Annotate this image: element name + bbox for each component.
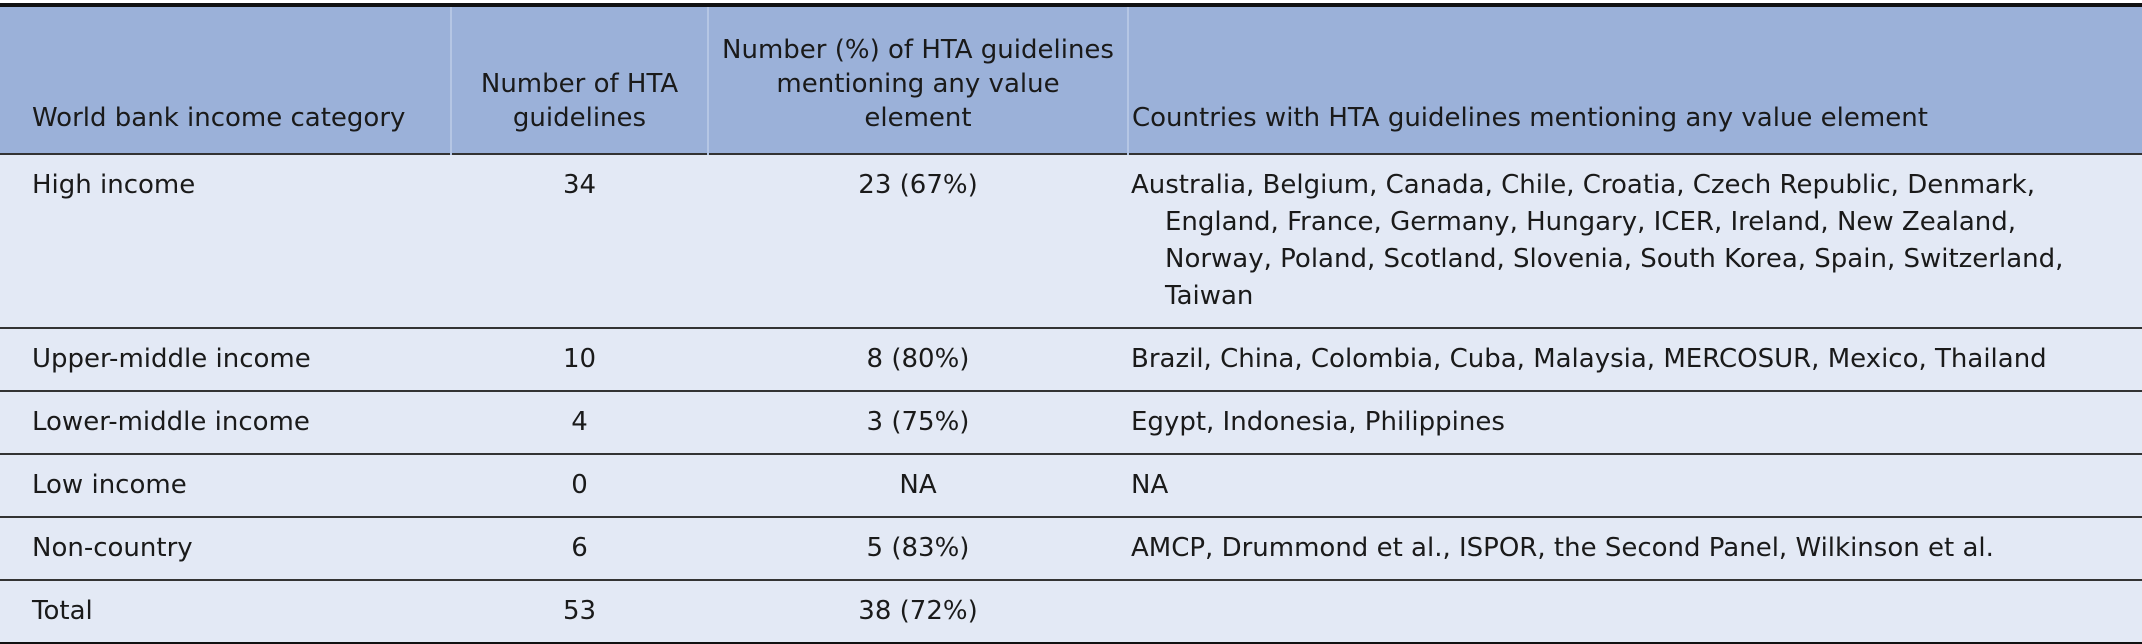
header-cell: World bank income category xyxy=(0,5,451,154)
table-cell: 8 (80%) xyxy=(708,327,1128,391)
table-cell: 5 (83%) xyxy=(708,516,1128,580)
table-cell: 6 xyxy=(451,516,708,580)
table-row: Low income 0 NA NA xyxy=(0,453,2142,517)
table-row: Total 53 38 (72%) xyxy=(0,579,2142,643)
table-cell: 3 (75%) xyxy=(708,390,1128,454)
header-row: World bank income category Number of HTA… xyxy=(0,5,2142,154)
table-cell: 23 (67%) xyxy=(708,153,1128,328)
table-cell: 0 xyxy=(451,453,708,517)
table: World bank income category Number of HTA… xyxy=(0,3,2142,644)
table-cell xyxy=(1128,579,2142,643)
table-cell: NA xyxy=(1128,453,2142,517)
table-row: Non-country 6 5 (83%) AMCP, Drummond et al.… xyxy=(0,516,2142,580)
table-cell: Low income xyxy=(0,453,451,517)
table-cell: AMCP, Drummond et al., ISPOR, the Second… xyxy=(1128,516,2142,580)
table-cell: 4 xyxy=(451,390,708,454)
table-cell: Total xyxy=(0,579,451,643)
header-cell: Countries with HTA guidelines mentioning… xyxy=(1127,5,2142,154)
table-row: Lower-middle income 4 3 (75%) Egypt, Indone… xyxy=(0,390,2142,454)
page: World bank income category Number of HTA… xyxy=(0,3,2142,644)
header-cell: Number of HTA guidelines xyxy=(450,5,708,154)
table-cell: Non-country xyxy=(0,516,451,580)
table-row: Upper-middle income 10 8 (80%) Brazil, Chin… xyxy=(0,327,2142,391)
header-cell: Number (%) of HTA guidelines mentioning … xyxy=(707,5,1128,154)
table-row: High income 34 23 (67%) Australia, Belgium,… xyxy=(0,153,2142,328)
table-body: High income 34 23 (67%) Australia, Belgium,… xyxy=(0,153,2142,643)
table-cell: 53 xyxy=(451,579,708,643)
table-cell: 38 (72%) xyxy=(708,579,1128,643)
table-cell: Australia, Belgium, Canada, Chile, Croat… xyxy=(1128,153,2142,328)
table-cell: Lower-middle income xyxy=(0,390,451,454)
table-cell: High income xyxy=(0,153,451,328)
table-cell: 10 xyxy=(451,327,708,391)
table-cell: NA xyxy=(708,453,1128,517)
table-cell: Egypt, Indonesia, Philippines xyxy=(1128,390,2142,454)
table-cell: 34 xyxy=(451,153,708,328)
table-cell: Brazil, China, Colombia, Cuba, Malaysia,… xyxy=(1128,327,2142,391)
table-header: World bank income category Number of HTA… xyxy=(0,5,2142,154)
table-cell: Upper-middle income xyxy=(0,327,451,391)
